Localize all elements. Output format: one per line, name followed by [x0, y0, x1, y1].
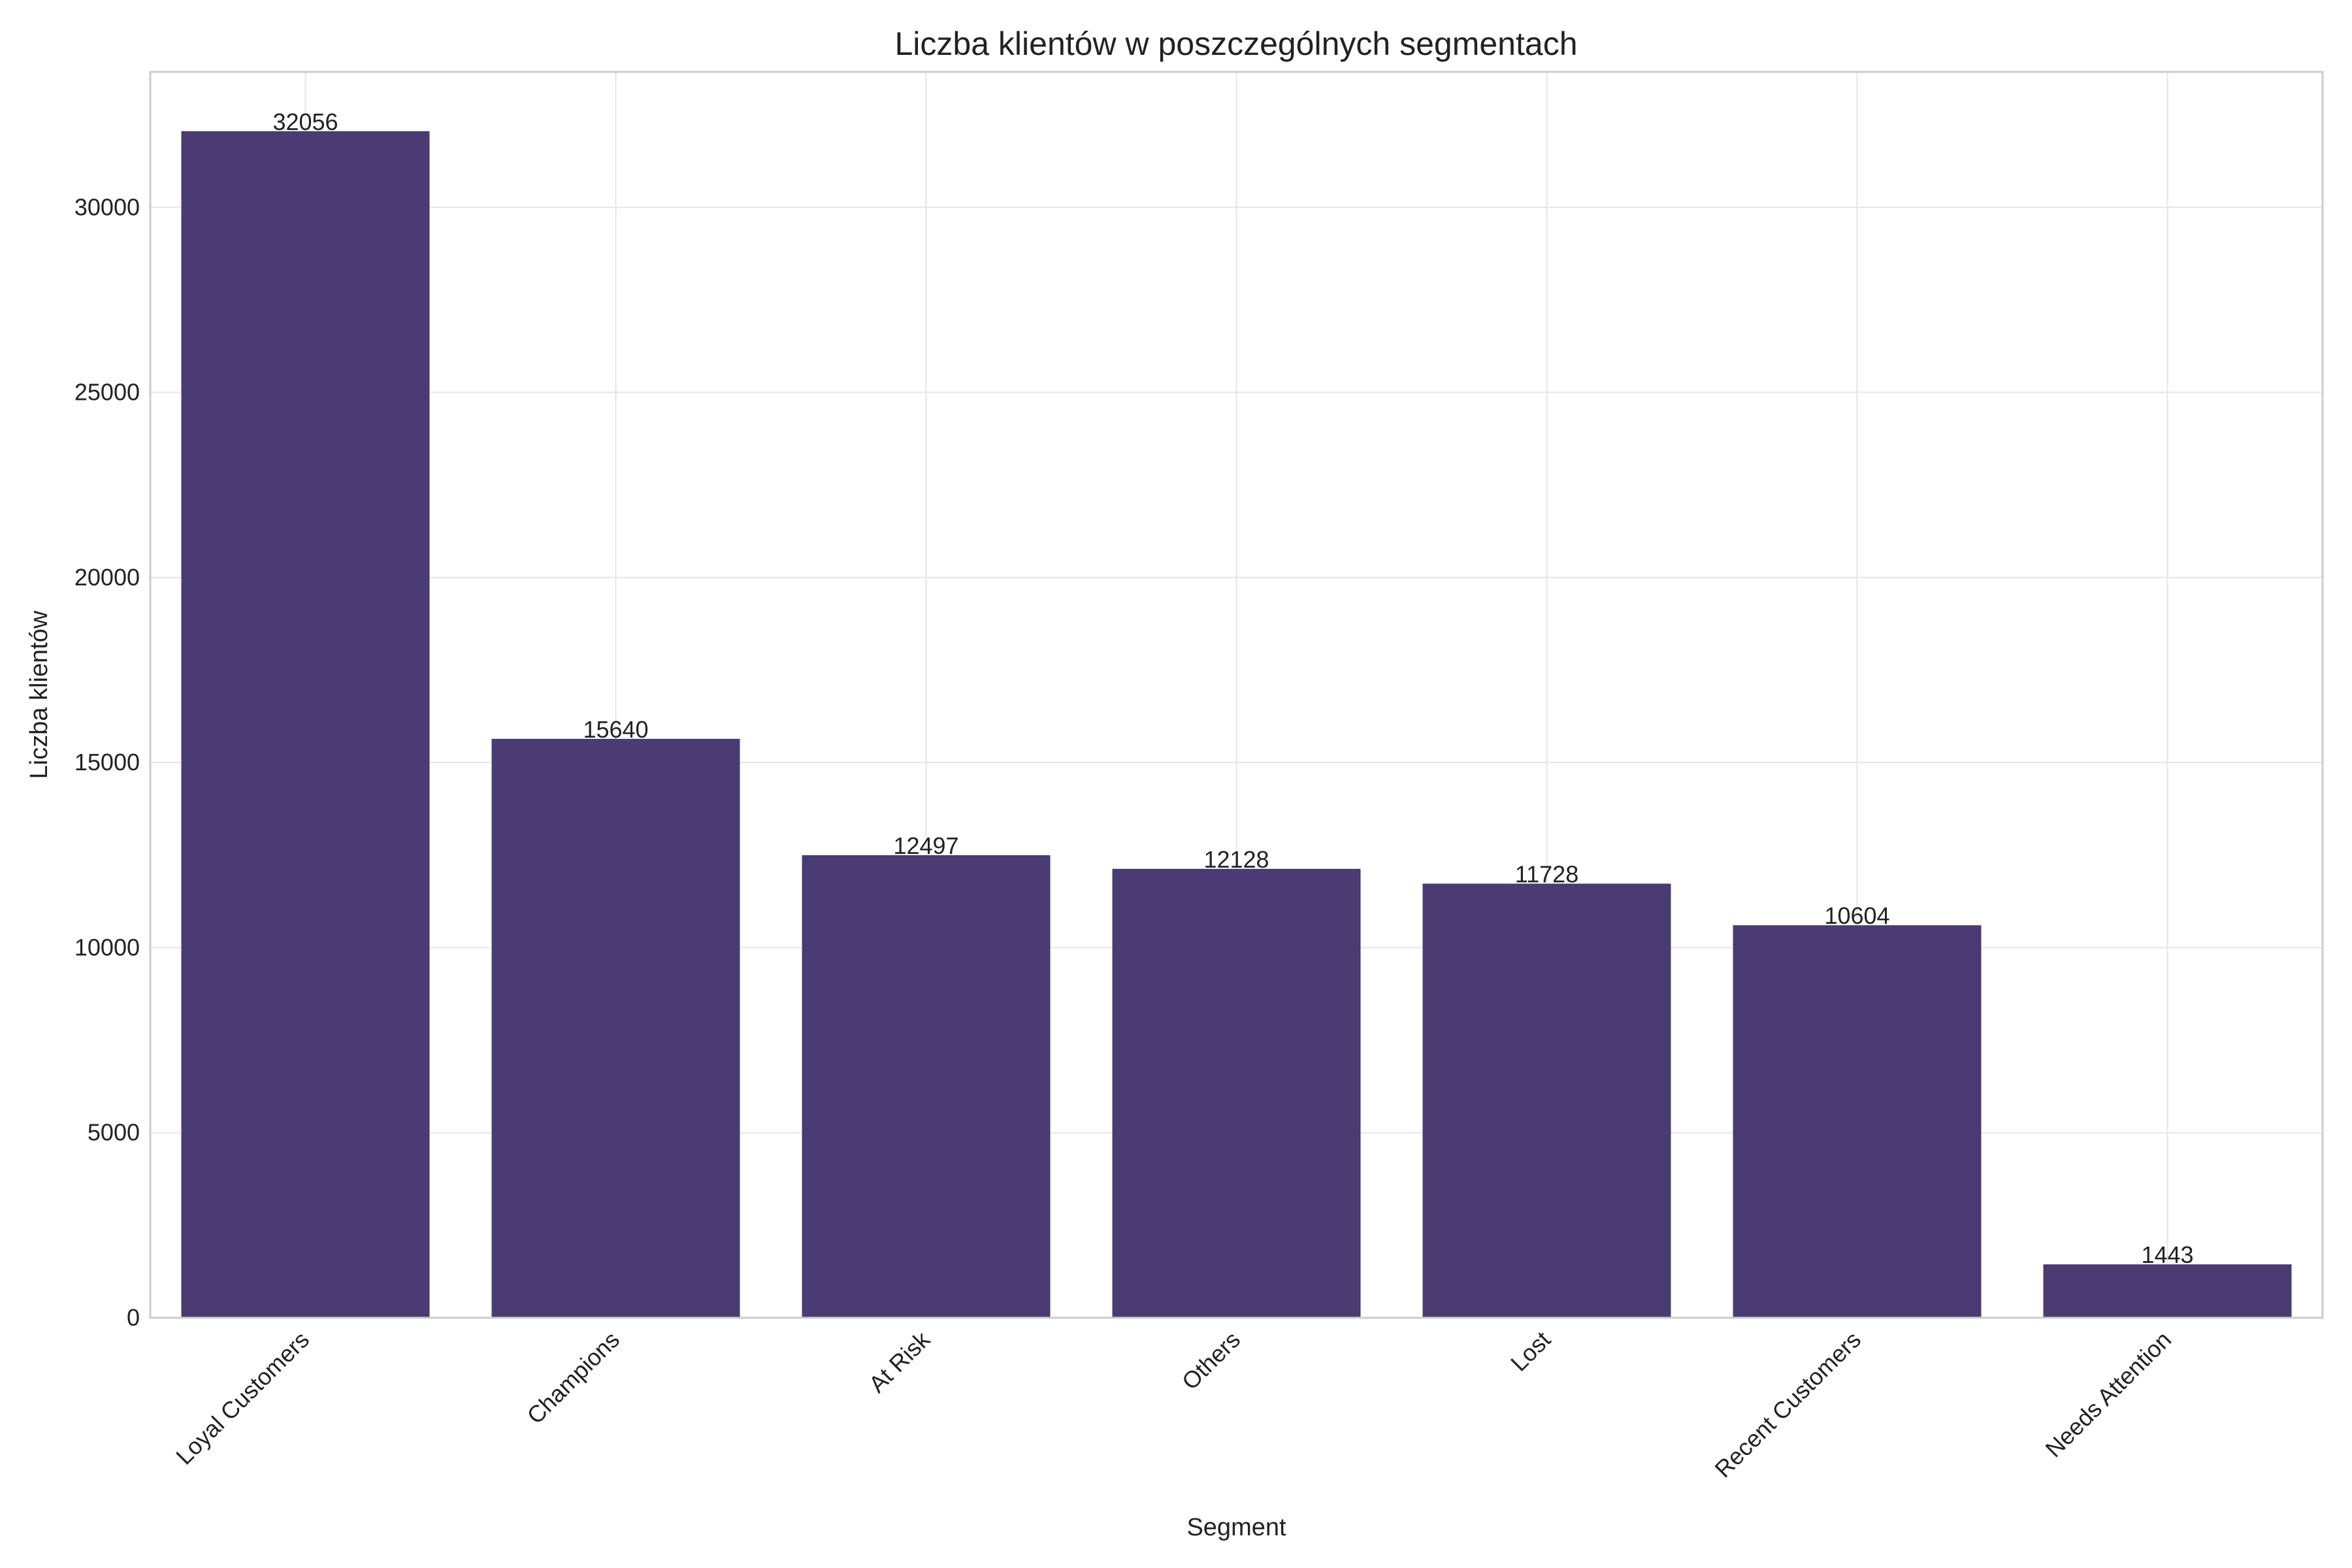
bar-value-label: 12128	[1203, 846, 1269, 873]
bar-value-label: 10604	[1824, 902, 1889, 929]
bar	[1112, 868, 1361, 1318]
bar	[1733, 925, 1982, 1318]
bar	[802, 855, 1051, 1318]
y-tick-label: 25000	[74, 379, 140, 406]
y-tick-label: 30000	[74, 193, 140, 220]
y-tick-label: 15000	[74, 749, 140, 776]
bar-value-label: 1443	[2141, 1241, 2193, 1268]
value-labels-layer: 32056 15640 12497 12128 11728 10604 1443	[272, 108, 2193, 1268]
bars-layer	[181, 131, 2292, 1318]
bar-value-label: 11728	[1515, 861, 1578, 888]
bar-value-label: 12497	[893, 832, 958, 859]
bar	[2043, 1264, 2292, 1318]
y-tick-label: 5000	[88, 1119, 140, 1146]
y-tick-label: 10000	[74, 934, 140, 960]
bar-value-label: 32056	[272, 108, 338, 135]
chart-title: Liczba klientów w poszczególnych segment…	[895, 25, 1578, 62]
x-axis-title: Segment	[1186, 1514, 1286, 1541]
y-tick-label: 20000	[74, 564, 140, 591]
y-axis-ticks: 0 5000 10000 15000 20000 25000 30000	[74, 193, 140, 1331]
plot-frame	[149, 71, 2324, 1319]
bar	[1422, 883, 1671, 1318]
y-tick-label: 0	[127, 1304, 140, 1331]
bar	[181, 131, 430, 1318]
y-axis-title: Liczba klientów	[25, 610, 53, 779]
bar-value-label: 15640	[583, 716, 648, 743]
bar	[491, 738, 740, 1318]
